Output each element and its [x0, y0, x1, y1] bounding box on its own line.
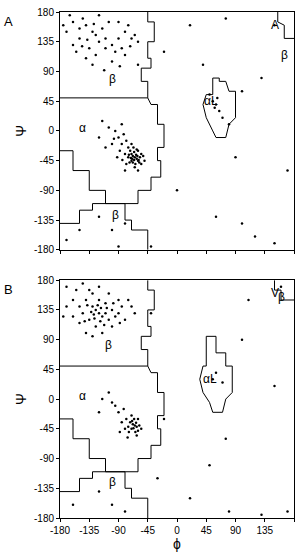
- svg-text:135: 135: [256, 525, 273, 536]
- svg-text:β: β: [278, 290, 285, 304]
- svg-text:α: α: [79, 121, 86, 135]
- svg-text:V: V: [271, 286, 279, 300]
- svg-text:-45: -45: [40, 423, 55, 434]
- svg-text:α: α: [79, 389, 86, 403]
- svg-text:Ψ: Ψ: [13, 125, 29, 137]
- svg-text:-90: -90: [111, 525, 126, 536]
- svg-text:0: 0: [174, 525, 180, 536]
- svg-text:-180: -180: [34, 513, 54, 524]
- svg-text:Ψ: Ψ: [13, 393, 29, 405]
- svg-text:-180: -180: [50, 525, 70, 536]
- svg-text:-135: -135: [79, 525, 99, 536]
- svg-text:β: β: [109, 475, 116, 489]
- svg-text:β: β: [105, 338, 112, 352]
- svg-text:-45: -45: [40, 155, 55, 166]
- svg-text:90: 90: [43, 66, 55, 77]
- svg-text:90: 90: [43, 334, 55, 345]
- svg-text:B: B: [4, 282, 13, 297]
- svg-text:-45: -45: [141, 525, 156, 536]
- svg-text:-90: -90: [40, 185, 55, 196]
- svg-text:αL: αL: [204, 94, 218, 108]
- svg-text:45: 45: [201, 525, 213, 536]
- svg-text:β: β: [112, 208, 119, 222]
- svg-text:-90: -90: [40, 453, 55, 464]
- svg-text:45: 45: [43, 364, 55, 375]
- svg-text:A: A: [4, 14, 13, 29]
- svg-text:-135: -135: [34, 215, 54, 226]
- svg-text:β: β: [281, 48, 288, 62]
- svg-text:αL: αL: [203, 372, 217, 386]
- svg-text:90: 90: [230, 525, 242, 536]
- svg-text:135: 135: [37, 36, 54, 47]
- svg-text:β: β: [109, 72, 116, 86]
- svg-text:180: 180: [37, 275, 54, 286]
- svg-text:0: 0: [48, 394, 54, 405]
- svg-text:180: 180: [37, 7, 54, 18]
- svg-text:-135: -135: [34, 483, 54, 494]
- svg-text:ϕ: ϕ: [173, 536, 181, 552]
- svg-text:45: 45: [43, 96, 55, 107]
- svg-text:0: 0: [48, 125, 54, 136]
- svg-text:135: 135: [37, 304, 54, 315]
- svg-text:A: A: [271, 18, 279, 32]
- svg-text:-180: -180: [34, 244, 54, 255]
